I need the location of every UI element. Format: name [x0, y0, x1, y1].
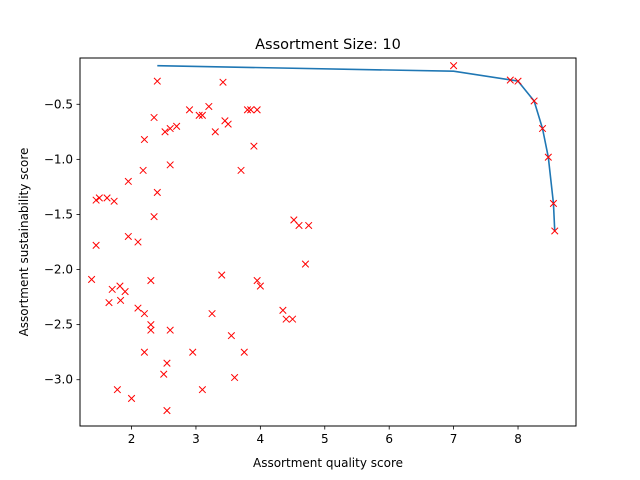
- y-tick-label: −1.5: [44, 207, 73, 221]
- scatter-point: [189, 348, 197, 356]
- scatter-point: [153, 77, 161, 85]
- x-tick-label: 5: [321, 432, 329, 446]
- scatter-point: [166, 161, 174, 169]
- scatter-point: [140, 348, 149, 356]
- scatter-point: [253, 276, 261, 285]
- scatter-point: [150, 213, 158, 221]
- scatter-point: [172, 122, 181, 130]
- scatter-point: [208, 309, 216, 318]
- scatter-point: [95, 194, 103, 202]
- scatter-point: [127, 394, 136, 403]
- scatter-point: [134, 304, 142, 312]
- scatter-point: [549, 199, 558, 208]
- scatter-point: [224, 120, 232, 128]
- scatter-point: [538, 124, 547, 133]
- x-tick-label: 4: [257, 432, 265, 446]
- scatter-point: [121, 287, 129, 296]
- scatter-point: [139, 166, 147, 175]
- scatter-point: [301, 260, 310, 268]
- scatter-point: [198, 111, 207, 119]
- scatter-point: [105, 298, 113, 307]
- x-axis: 2 3 4 5 6 7 8: [128, 426, 522, 446]
- scatter-point: [250, 142, 258, 150]
- scatter-point: [544, 153, 552, 161]
- scatter-point: [147, 276, 155, 285]
- scatter-point: [195, 111, 203, 119]
- scatter-point: [87, 275, 96, 284]
- y-tick-label: −2.0: [44, 263, 73, 277]
- y-tick-label: −0.5: [44, 97, 73, 111]
- scatter-point: [247, 106, 255, 114]
- scatter-point: [134, 238, 142, 246]
- scatter-point: [198, 385, 207, 394]
- scatter-point: [253, 106, 261, 114]
- scatter-point: [116, 296, 125, 305]
- scatter-point: [150, 113, 158, 122]
- scatter-point: [147, 320, 155, 329]
- scatter-point: [243, 106, 252, 114]
- scatter-point: [185, 106, 194, 114]
- scatter-point: [288, 315, 297, 323]
- y-axis: −3.0 −2.5 −2.0 −1.5 −1.0 −0.5: [44, 97, 80, 387]
- x-axis-label: Assortment quality score: [253, 456, 403, 470]
- scatter-point: [113, 385, 122, 394]
- scatter-point: [124, 177, 132, 186]
- scatter-point: [237, 166, 245, 175]
- scatter-point: [108, 285, 116, 294]
- x-tick-label: 6: [385, 432, 393, 446]
- x-tick-label: 2: [128, 432, 136, 446]
- plot-marks: [87, 62, 559, 415]
- scatter-point: [282, 315, 290, 323]
- scatter-point: [240, 348, 248, 356]
- scatter-point: [166, 326, 174, 334]
- y-tick-label: −2.5: [44, 318, 73, 332]
- scatter-point: [305, 221, 313, 230]
- scatter-point: [449, 62, 458, 70]
- scatter-point: [218, 271, 226, 279]
- x-tick-label: 3: [192, 432, 200, 446]
- y-axis-label: Assortment sustainability score: [17, 148, 31, 337]
- y-tick-label: −1.0: [44, 152, 73, 166]
- scatter-point: [92, 196, 100, 204]
- scatter-point: [166, 124, 174, 133]
- x-tick-label: 8: [514, 432, 522, 446]
- scatter-point: [227, 331, 236, 340]
- scatter-point: [163, 359, 171, 367]
- scatter-point: [161, 128, 169, 136]
- scatter-point: [140, 309, 149, 318]
- scatter-point: [551, 227, 559, 235]
- scatter-point: [92, 241, 100, 249]
- scatter-point: [279, 306, 287, 314]
- scatter-point: [506, 76, 514, 84]
- scatter-point: [163, 406, 171, 415]
- scatter-point: [153, 188, 161, 197]
- scatter-point: [530, 97, 538, 105]
- scatter-point: [219, 78, 227, 86]
- scatter-point: [295, 221, 303, 230]
- scatter-point: [103, 194, 111, 202]
- chart-title: Assortment Size: 10: [255, 37, 401, 53]
- scatter-point: [160, 370, 168, 378]
- scatter-point: [514, 77, 522, 85]
- scatter-point: [110, 197, 118, 205]
- plot-frame: [79, 57, 577, 427]
- scatter-point: [140, 135, 149, 144]
- y-tick-label: −3.0: [44, 373, 73, 387]
- scatter-point: [147, 326, 155, 334]
- scatter-point: [211, 128, 219, 136]
- scatter-point: [230, 373, 239, 382]
- scatter-point: [205, 102, 213, 111]
- scatter-point: [124, 232, 132, 241]
- scatter-point: [256, 282, 265, 290]
- x-tick-label: 7: [450, 432, 458, 446]
